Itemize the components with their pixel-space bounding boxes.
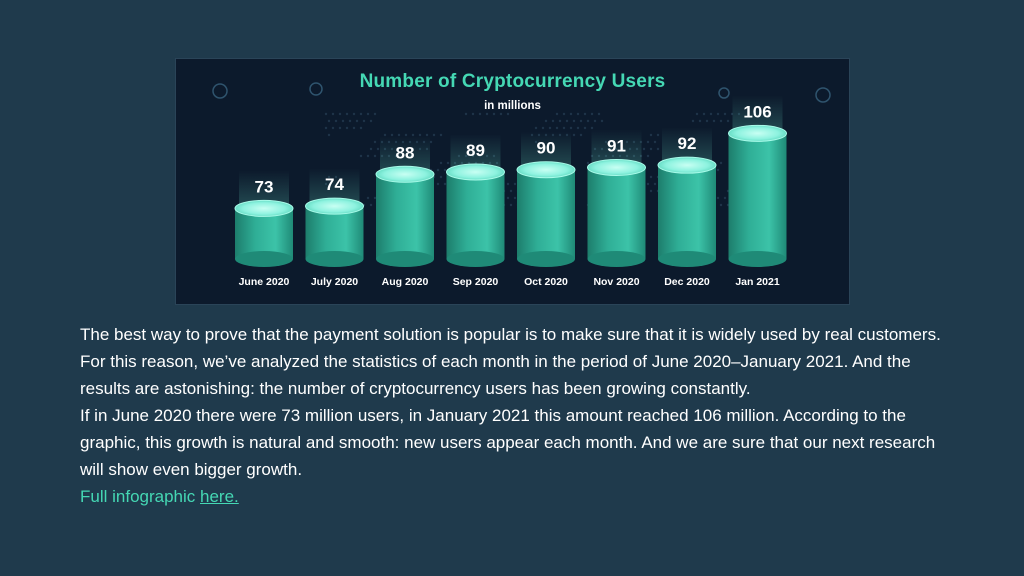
bar	[728, 95, 787, 267]
chart-subtitle: in millions	[484, 100, 541, 112]
infographic-link-line: Full infographic here.	[80, 483, 960, 510]
article-text: The best way to prove that the payment s…	[80, 321, 960, 510]
bar-value-label: 90	[537, 139, 556, 158]
bar-base	[728, 251, 787, 267]
bar-top	[305, 197, 364, 215]
category-label: Dec 2020	[664, 276, 710, 288]
bar-base	[658, 251, 716, 267]
coin-icon	[815, 87, 831, 103]
bar	[305, 168, 364, 267]
bar-base	[587, 251, 646, 267]
bar-value-label: 92	[678, 134, 697, 153]
bar-top	[375, 165, 435, 183]
category-label: Aug 2020	[382, 276, 429, 288]
link-prefix: Full infographic	[80, 487, 201, 506]
category-label: Sep 2020	[453, 276, 499, 288]
category-label: July 2020	[311, 276, 358, 288]
bar-body	[587, 167, 646, 259]
bar-base	[517, 251, 575, 267]
bar-top	[446, 163, 505, 181]
bar-body	[446, 172, 505, 259]
coin-icon	[718, 87, 730, 99]
bar	[375, 136, 435, 267]
category-label: Oct 2020	[524, 276, 568, 288]
category-label: Jan 2021	[735, 276, 780, 288]
article-paragraph: If in June 2020 there were 73 million us…	[80, 406, 936, 479]
bar-top	[516, 161, 576, 179]
chart-image: 73 June 2020 74 July 2020 88 Aug 2020 89 Sep 20…	[175, 58, 850, 305]
bar-body	[517, 169, 575, 259]
bar-body	[658, 165, 716, 259]
category-label: Nov 2020	[593, 276, 639, 288]
bar-body	[305, 206, 364, 259]
bar	[234, 170, 294, 267]
bar-base	[446, 251, 505, 267]
bar-value-label: 106	[743, 102, 771, 121]
article-paragraph: The best way to prove that the payment s…	[80, 325, 941, 398]
category-label: June 2020	[239, 276, 290, 288]
bar-base	[235, 251, 293, 267]
chart-plot: 73 June 2020 74 July 2020 88 Aug 2020 89 Sep 20…	[212, 82, 831, 288]
bar-top	[234, 199, 294, 217]
bar-body	[728, 133, 787, 259]
chart-title: Number of Cryptocurrency Users	[359, 71, 666, 92]
bar-top	[728, 124, 787, 142]
bar	[587, 129, 646, 267]
bar-value-label: 88	[396, 143, 415, 162]
bar-value-label: 91	[607, 136, 626, 155]
bar-body	[376, 174, 434, 259]
bar-top	[587, 158, 646, 176]
coin-icon	[309, 82, 323, 96]
bar-base	[305, 251, 364, 267]
bar	[516, 131, 576, 267]
bar-value-label: 74	[325, 175, 344, 194]
bar-value-label: 73	[255, 177, 274, 196]
bar-top	[657, 156, 717, 174]
bar	[446, 134, 505, 267]
bar-base	[376, 251, 434, 267]
infographic-link[interactable]: here.	[200, 487, 239, 506]
bar	[657, 127, 717, 267]
bar-value-label: 89	[466, 141, 485, 160]
coin-icon	[212, 83, 228, 99]
